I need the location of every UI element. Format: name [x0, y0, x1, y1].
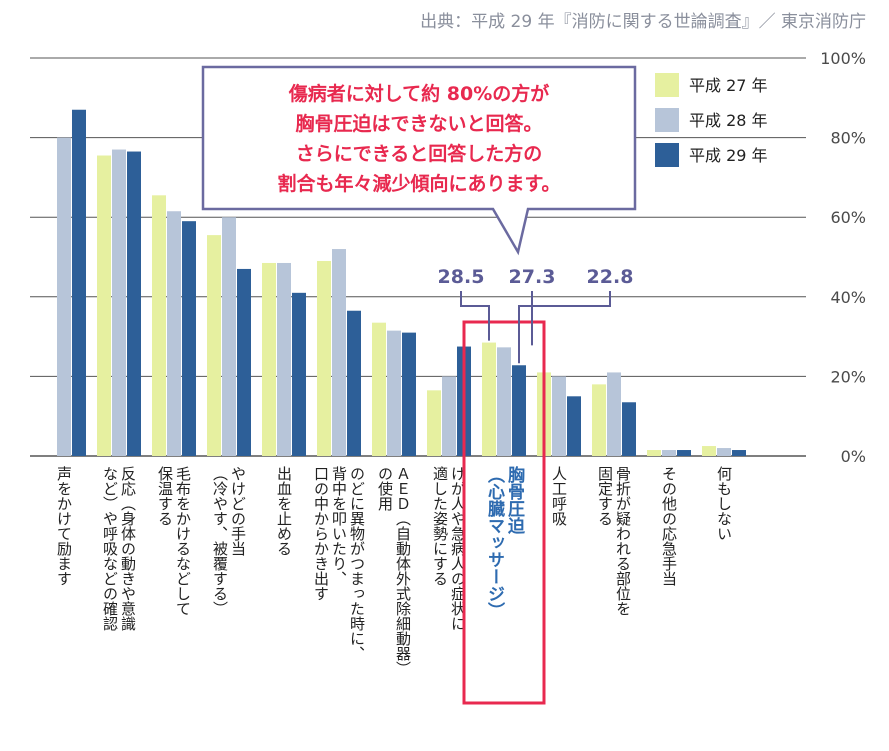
- category-label: 固定する: [596, 466, 614, 526]
- bar: [497, 347, 511, 456]
- category-label: の使用: [376, 466, 394, 512]
- legend: 平成 27 年平成 28 年平成 29 年: [655, 73, 768, 167]
- category-label: 反応（身体の動きや意識: [119, 466, 137, 632]
- category-label: 胸骨圧迫: [504, 465, 526, 535]
- bar: [592, 384, 606, 456]
- bar: [387, 330, 401, 456]
- category-label: のどに異物がつまった時に、: [348, 466, 366, 661]
- connector-line: [460, 291, 490, 341]
- bar: [442, 376, 456, 456]
- bar: [347, 310, 361, 456]
- bar: [647, 450, 661, 456]
- highlight-box: [462, 320, 546, 705]
- callout-bubble: [201, 65, 637, 256]
- category-label: 何もしない: [715, 466, 733, 541]
- bar: [552, 376, 566, 456]
- bar: [277, 262, 291, 456]
- y-tick-label: 40%: [830, 288, 866, 307]
- category-label: 背中を叩いたり、: [330, 466, 348, 586]
- bar: [702, 446, 716, 456]
- y-tick-label: 0%: [841, 447, 866, 466]
- bar: [167, 211, 181, 456]
- category-label: ＡＥＤ（自動体外式除細動器）: [394, 466, 412, 676]
- legend-swatch: [655, 143, 679, 167]
- category-label: 適した姿勢にする: [431, 465, 449, 586]
- bar: [372, 322, 386, 456]
- value-annotation: 22.8: [587, 266, 634, 288]
- category-label: 口の中からかき出す: [312, 466, 330, 601]
- legend-label: 平成 29 年: [689, 146, 768, 165]
- y-tick-label: 60%: [830, 208, 866, 227]
- bar: [207, 235, 221, 456]
- category-label: 出血を止める: [275, 466, 293, 556]
- category-label: 声をかけて励ます: [55, 465, 73, 586]
- legend-swatch: [655, 73, 679, 97]
- y-tick-label: 20%: [830, 367, 866, 386]
- callout-line: 傷病者に対して約 80%の方が: [288, 82, 550, 105]
- category-label: やけどの手当: [229, 466, 247, 556]
- bar: [717, 448, 731, 456]
- bar: [402, 332, 416, 456]
- value-annotation: 27.3: [509, 266, 556, 288]
- bar: [292, 292, 306, 456]
- category-label: 人工呼吸: [550, 466, 568, 526]
- bar: [222, 217, 236, 456]
- callout-box: 傷病者に対して約 80%の方が胸骨圧迫はできないと回答。さらにできると回答した方…: [201, 65, 637, 256]
- category-label: 骨折が疑われる部位を: [614, 466, 632, 616]
- bar: [72, 109, 86, 457]
- bar: [112, 149, 126, 457]
- value-annotations: 28.5 27.3 22.8: [438, 266, 634, 364]
- bar: [152, 195, 166, 456]
- bar: [662, 450, 676, 456]
- legend-swatch: [655, 108, 679, 132]
- value-annotation: 28.5: [438, 266, 485, 288]
- category-label: その他の応急手当: [660, 466, 678, 586]
- bar: [317, 260, 331, 456]
- bar: [332, 249, 346, 456]
- y-tick-label: 80%: [830, 129, 866, 148]
- bar: [567, 396, 581, 456]
- connector-line: [518, 291, 611, 364]
- category-label: 毛布をかけるなどして: [174, 466, 192, 616]
- legend-label: 平成 27 年: [689, 76, 768, 95]
- category-label: 保温する: [156, 466, 174, 526]
- bar: [512, 365, 526, 456]
- source-note: 出典：平成 29 年『消防に関する世論調査』／ 東京消防庁: [420, 12, 866, 32]
- y-tick-label: 100%: [820, 49, 866, 68]
- bar: [622, 402, 636, 456]
- bars: [57, 109, 746, 457]
- bar: [482, 342, 496, 456]
- callout-line: 胸骨圧迫はできないと回答。: [295, 112, 542, 135]
- category-label: など）や呼吸などの確認: [101, 466, 119, 631]
- category-label: （冷やす、被覆する）: [211, 466, 229, 616]
- bar: [677, 450, 691, 456]
- category-label: （心臓マッサージ）: [484, 466, 505, 619]
- callout-line: 割合も年々減少傾向にあります。: [277, 172, 560, 195]
- bar: [57, 137, 71, 456]
- bar: [97, 155, 111, 456]
- bar: [732, 450, 746, 456]
- legend-label: 平成 28 年: [689, 111, 768, 130]
- bar: [607, 372, 621, 456]
- bar: [262, 262, 276, 456]
- bar: [182, 221, 196, 456]
- bar: [127, 151, 141, 456]
- callout-line: さらにできると回答した方の: [296, 142, 543, 165]
- bar: [427, 390, 441, 456]
- bar: [237, 268, 251, 456]
- y-axis-ticks: 0% 20% 40% 60% 80% 100%: [820, 49, 866, 466]
